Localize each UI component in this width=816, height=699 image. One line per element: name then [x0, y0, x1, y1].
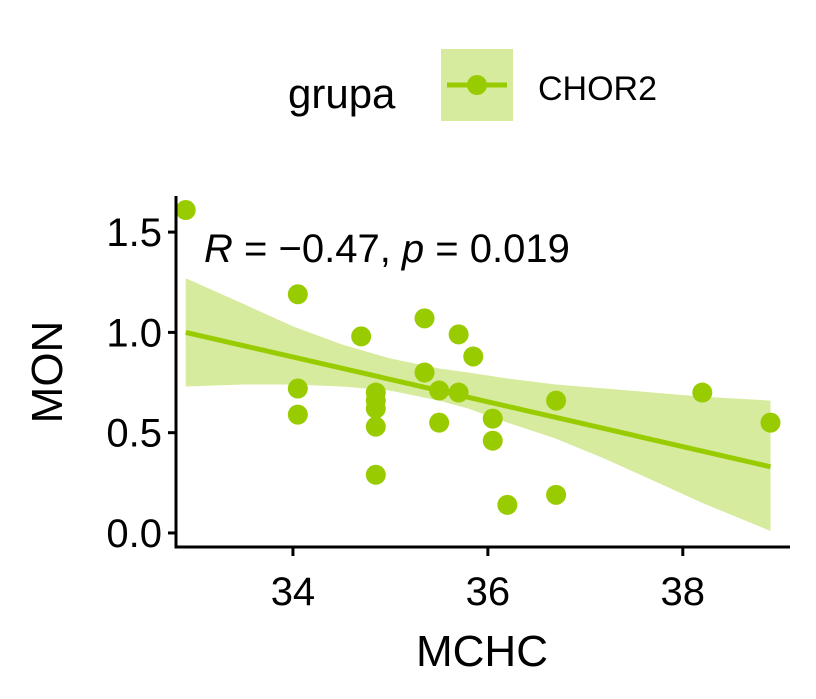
legend-label: CHOR2: [538, 70, 657, 108]
data-point: [546, 484, 567, 505]
annotation-p-symbol: p: [401, 227, 424, 271]
y-ticks: 0.0 0.5 1.0 1.5: [106, 211, 176, 556]
data-point: [482, 430, 503, 451]
x-axis-title: MCHC: [416, 627, 548, 676]
data-point: [365, 398, 386, 419]
y-tick-label: 1.0: [106, 311, 162, 355]
fit-line-layer: [185, 329, 772, 470]
data-point: [175, 200, 196, 221]
y-tick-label: 1.5: [106, 211, 162, 255]
y-tick-label: 0.5: [106, 412, 162, 456]
legend-key-point: [467, 75, 487, 95]
y-tick-label: 0.0: [106, 512, 162, 556]
data-point: [760, 412, 781, 433]
data-point: [448, 382, 469, 403]
data-point: [692, 382, 713, 403]
data-point: [463, 346, 484, 367]
y-axis: 0.0 0.5 1.0 1.5: [106, 196, 178, 556]
annotation-r-value: = −0.47,: [233, 227, 402, 271]
data-point: [365, 464, 386, 485]
data-point: [287, 404, 308, 425]
data-point: [497, 494, 518, 515]
data-point: [365, 416, 386, 437]
confidence-band: [185, 278, 771, 531]
data-point: [546, 390, 567, 411]
annotation-r-symbol: R: [204, 227, 233, 271]
x-tick-label: 34: [271, 570, 316, 614]
data-point: [287, 378, 308, 399]
data-point: [414, 308, 435, 329]
x-axis: 34 36 38: [174, 545, 790, 614]
x-tick-label: 38: [661, 570, 706, 614]
data-point: [351, 326, 372, 347]
data-point: [482, 408, 503, 429]
data-point: [287, 284, 308, 305]
data-point: [429, 380, 450, 401]
y-axis-title: MON: [23, 321, 72, 424]
annotation-p-value: = 0.019: [424, 227, 570, 271]
legend: grupa CHOR2: [288, 49, 657, 121]
points-layer: [175, 200, 781, 515]
confidence-band-layer: [185, 278, 771, 531]
x-tick-label: 36: [466, 570, 511, 614]
data-point: [448, 324, 469, 345]
data-point: [414, 362, 435, 383]
data-point: [429, 412, 450, 433]
regression-line: [185, 329, 772, 470]
x-ticks: 34 36 38: [271, 547, 705, 614]
legend-title: grupa: [288, 70, 396, 117]
correlation-annotation: R = −0.47, p = 0.019: [204, 227, 570, 271]
